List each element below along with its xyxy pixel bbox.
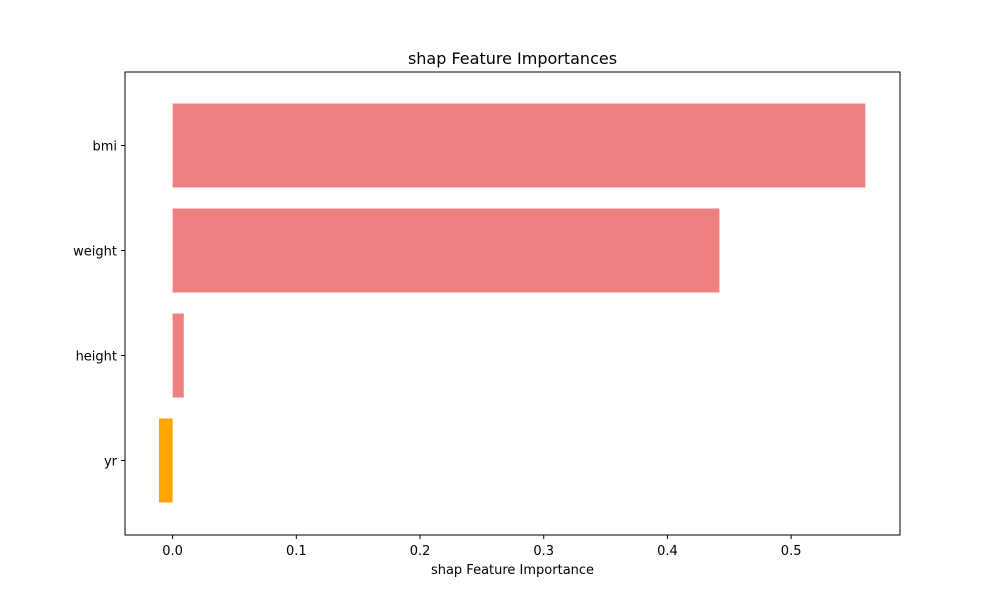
bar-bmi [172,103,866,188]
bar-yr [159,418,173,503]
x-tick-label: 0.3 [533,544,554,559]
y-tick-label-bmi: bmi [92,140,117,155]
bar-weight [172,208,720,293]
y-tick-label-height: height [76,350,117,365]
x-tick-label: 0.2 [410,544,431,559]
x-tick-label: 0.4 [657,544,678,559]
chart-title: shap Feature Importances [408,49,617,68]
x-tick-label: 0.1 [286,544,307,559]
x-tick-label: 0.5 [781,544,802,559]
bars-layer [159,103,866,503]
x-tick-label: 0.0 [162,544,183,559]
plot-area-frame [124,71,901,536]
y-tick-label-weight: weight [73,245,117,260]
y-tick-label-yr: yr [104,455,118,470]
x-axis-ticks: 0.0 0.1 0.2 0.3 0.4 0.5 [162,535,801,559]
y-axis-ticks: bmi weight height yr [73,140,125,470]
x-axis-label: shap Feature Importance [431,563,594,578]
bar-height [172,313,184,398]
